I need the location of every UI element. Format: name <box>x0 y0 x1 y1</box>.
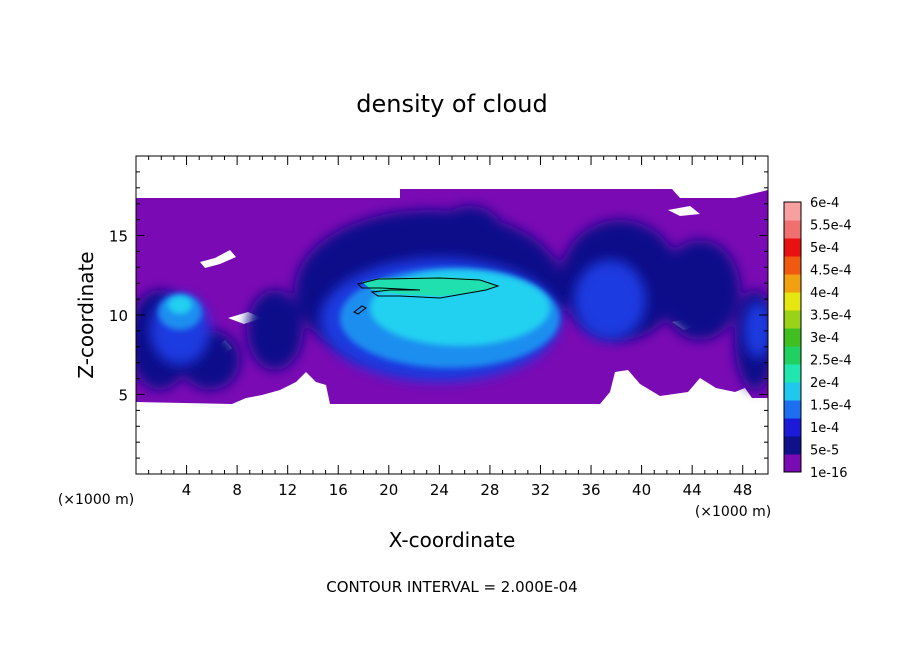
legend-label: 1e-4 <box>810 421 839 436</box>
legend-swatch <box>784 418 801 437</box>
x-tick-label: 36 <box>581 481 600 499</box>
legend-label: 3.5e-4 <box>810 309 852 324</box>
x-tick-label: 8 <box>232 481 242 499</box>
x-axis-label: X-coordinate <box>389 528 516 552</box>
legend-label: 1e-16 <box>810 466 848 481</box>
x-unit-left: (×1000 m) <box>58 492 134 508</box>
y-axis-label: Z-coordinate <box>74 251 98 378</box>
legend-swatch <box>784 454 801 473</box>
x-tick-label: 40 <box>632 481 651 499</box>
y-tick-label: 5 <box>118 387 128 405</box>
legend-swatch <box>784 346 801 365</box>
legend-swatch <box>784 310 801 329</box>
x-tick-label: 32 <box>531 481 550 499</box>
legend-swatch <box>784 274 801 293</box>
legend-swatch <box>784 220 801 239</box>
legend-swatch <box>784 328 801 347</box>
contour-line-small <box>353 305 367 315</box>
legend-swatch <box>784 238 801 257</box>
legend-swatch <box>784 436 801 455</box>
y-axis-ticks: 5 10 15 <box>109 171 768 459</box>
legend-swatch <box>784 292 801 311</box>
max-density-region <box>362 277 496 296</box>
legend-label: 6e-4 <box>810 196 839 211</box>
x-tick-label: 44 <box>683 481 702 499</box>
y-tick-label: 15 <box>109 228 128 246</box>
legend-swatch <box>784 364 801 383</box>
legend-label: 5e-5 <box>810 444 839 459</box>
legend-label: 3e-4 <box>810 331 839 346</box>
legend-label: 1.5e-4 <box>810 399 852 414</box>
x-tick-label: 24 <box>430 481 449 499</box>
contour-interval-label: CONTOUR INTERVAL = 2.000E-04 <box>326 578 577 596</box>
x-tick-label: 20 <box>379 481 398 499</box>
x-tick-label: 28 <box>480 481 499 499</box>
legend-swatch <box>784 256 801 275</box>
x-axis-ticks: 4 8 12 16 20 24 28 32 36 40 44 48 <box>148 156 756 499</box>
x-tick-label: 48 <box>733 481 752 499</box>
legend-swatch <box>784 202 801 221</box>
legend-label: 2e-4 <box>810 376 839 391</box>
x-tick-label: 4 <box>182 481 192 499</box>
legend-swatch <box>784 400 801 419</box>
contour-line <box>357 277 500 299</box>
x-tick-label: 12 <box>278 481 297 499</box>
legend-frame <box>783 201 802 473</box>
legend-label: 5e-4 <box>810 241 839 256</box>
legend-swatch <box>784 382 801 401</box>
y-tick-label: 10 <box>109 307 128 325</box>
legend-label: 4e-4 <box>810 286 839 301</box>
legend-label: 5.5e-4 <box>810 219 852 234</box>
legend-label: 2.5e-4 <box>810 354 852 369</box>
x-tick-label: 16 <box>329 481 348 499</box>
chart-title: density of cloud <box>356 90 547 118</box>
x-unit-right: (×1000 m) <box>695 504 771 520</box>
legend-label: 4.5e-4 <box>810 264 852 279</box>
color-legend: 1e-16 5e-5 1e-4 1.5e-4 2e-4 2.5e-4 3e-4 3.5e-4 4… <box>783 196 852 481</box>
plot-area <box>136 156 768 474</box>
